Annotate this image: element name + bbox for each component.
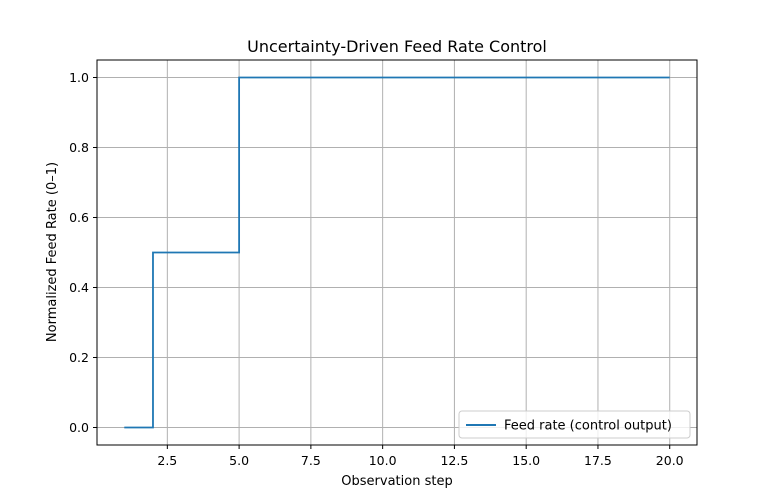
x-tick-label: 7.5 [301, 453, 321, 468]
series-line-feed-rate [124, 76, 670, 429]
y-tick-label: 0.4 [69, 280, 89, 295]
y-tick-label: 1.0 [69, 70, 89, 85]
x-tick-label: 2.5 [157, 453, 177, 468]
x-tick-label: 5.0 [229, 453, 249, 468]
y-tick-label: 0.2 [69, 350, 89, 365]
y-tick-label: 0.6 [69, 210, 89, 225]
y-tick-label: 0.8 [69, 140, 89, 155]
x-tick-label: 12.5 [440, 453, 468, 468]
series-layer [124, 76, 670, 429]
chart-title: Uncertainty-Driven Feed Rate Control [247, 37, 547, 56]
x-axis-label: Observation step [341, 474, 452, 489]
x-tick-label: 15.0 [512, 453, 540, 468]
plot-frame [96, 59, 698, 446]
legend: Feed rate (control output) [458, 410, 691, 439]
legend-box [458, 410, 691, 439]
legend-label-feed-rate: Feed rate (control output) [504, 419, 672, 434]
x-tick-label: 17.5 [584, 453, 612, 468]
y-axis-ticks: 0.0 0.2 0.4 0.6 0.8 1.0 [69, 70, 97, 435]
y-tick-label: 0.0 [69, 420, 89, 435]
x-tick-label: 10.0 [369, 453, 397, 468]
x-tick-label: 20.0 [656, 453, 684, 468]
x-axis-ticks: 2.5 5.0 7.5 10.0 12.5 15.0 17.5 20.0 [157, 445, 684, 468]
y-axis-label: Normalized Feed Rate (0–1) [45, 162, 60, 342]
